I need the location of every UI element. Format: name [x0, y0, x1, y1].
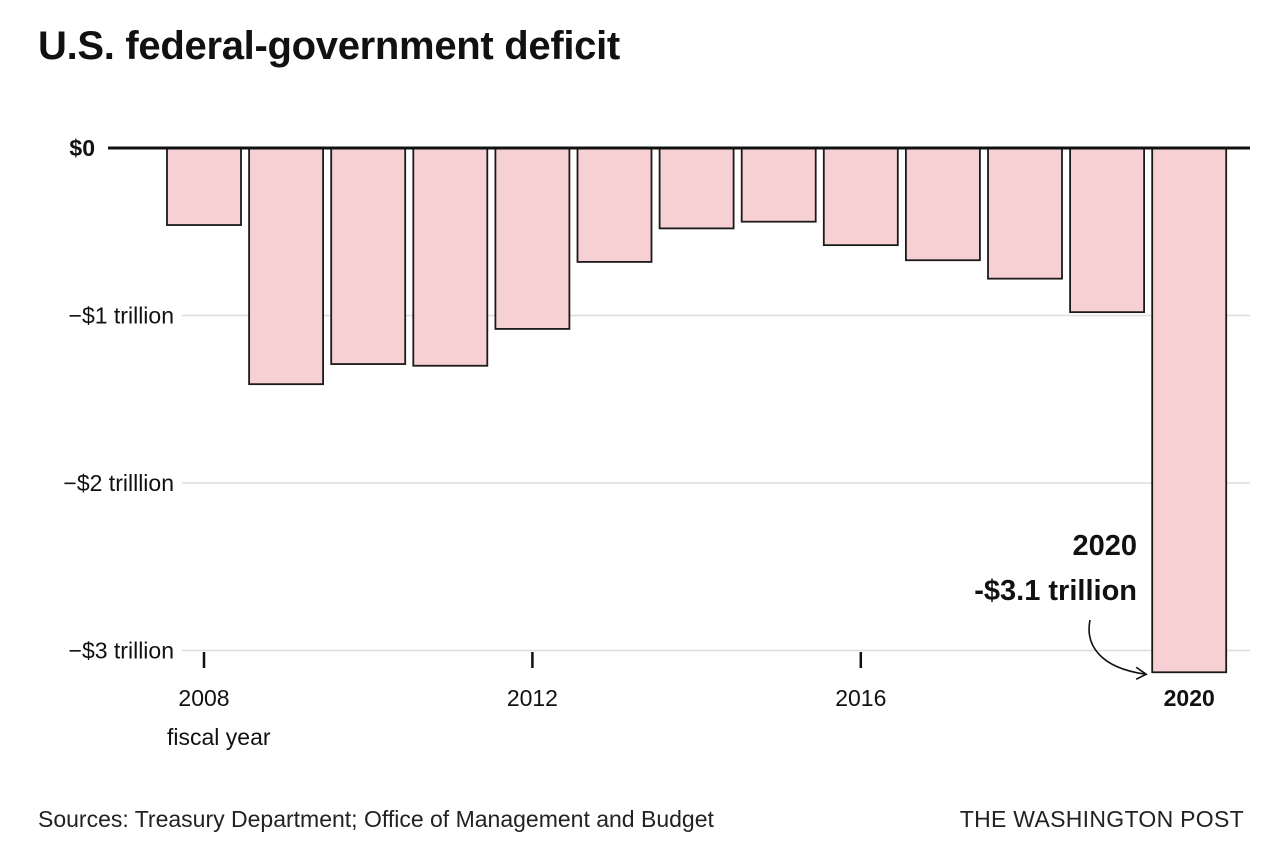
bar-2016 [822, 147, 899, 247]
x-tick-label: 2012 [507, 685, 558, 711]
bar-chart: $0−$1 trillion−$2 trilllion−$3 trillion2… [63, 135, 1250, 750]
bar-2013 [576, 147, 653, 263]
annotation-arrow [1088, 619, 1147, 676]
bar-2010 [330, 147, 407, 365]
y-tick-label: $0 [69, 135, 95, 161]
y-tick-label: −$1 trillion [69, 303, 174, 329]
bar-2015 [740, 147, 817, 223]
bar-2019 [1069, 147, 1145, 314]
y-tick-label: −$2 trilllion [63, 470, 174, 496]
x-axis-title: fiscal year [167, 724, 271, 750]
bar-2020 [1151, 147, 1228, 674]
bar-2009 [248, 147, 325, 386]
bar-2018 [987, 147, 1063, 280]
annotation: 2020 -$3.1 trillion [974, 530, 1148, 680]
publisher-credit: THE WASHINGTON POST [959, 806, 1244, 832]
bar-2011 [412, 147, 489, 367]
x-tick-label: 2008 [178, 685, 229, 711]
annotation-arrowhead [1135, 666, 1148, 680]
axes: $0−$1 trillion−$2 trilllion−$3 trillion2… [63, 135, 1250, 750]
chart-title: U.S. federal-government deficit [38, 24, 620, 68]
source-note: Sources: Treasury Department; Office of … [38, 806, 714, 832]
bar-2008 [166, 147, 242, 226]
annotation-year: 2020 [1072, 530, 1137, 562]
bar-2017 [905, 147, 981, 262]
bar-2012 [494, 147, 571, 330]
x-tick-label: 2020 [1164, 685, 1215, 711]
y-tick-label: −$3 trillion [69, 638, 174, 664]
x-tick-label: 2016 [835, 685, 886, 711]
bar-2014 [658, 147, 735, 230]
annotation-value: -$3.1 trillion [974, 575, 1137, 607]
